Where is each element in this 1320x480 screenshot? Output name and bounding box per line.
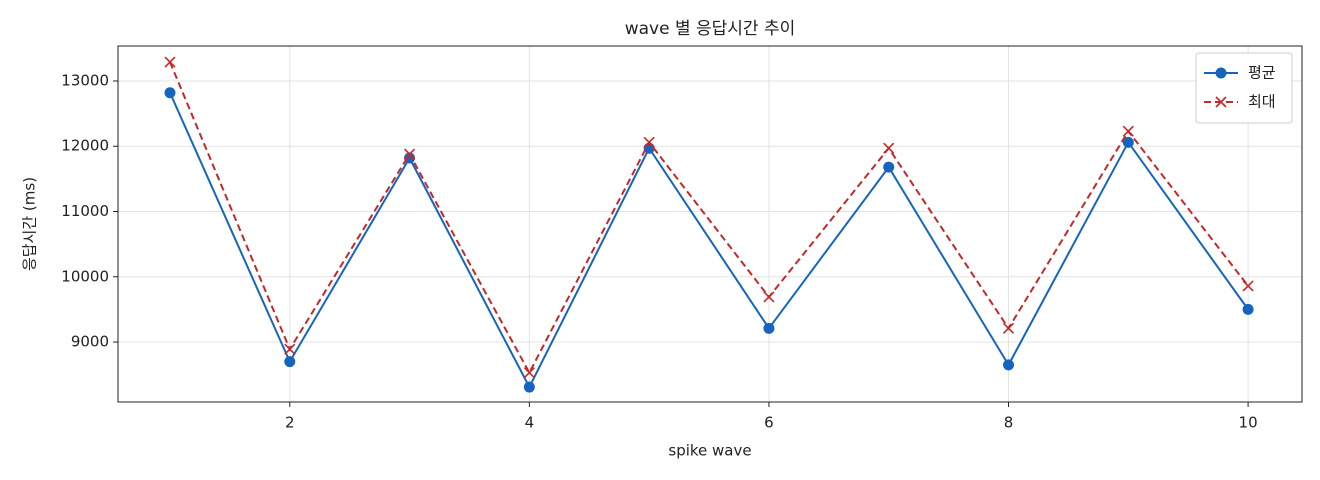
x-tick-label: 4 xyxy=(525,414,535,432)
marker xyxy=(763,322,775,334)
x-tick-label: 2 xyxy=(285,414,295,432)
x-tick-label: 10 xyxy=(1239,414,1258,432)
legend-marker xyxy=(1215,96,1227,108)
y-tick-label: 11000 xyxy=(61,202,109,220)
marker xyxy=(284,343,296,355)
legend-label: 평균 xyxy=(1248,64,1276,82)
marker xyxy=(1002,322,1015,334)
chart-title: wave 별 응답시간 추이 xyxy=(625,19,796,39)
marker xyxy=(523,367,535,379)
y-tick-label: 9000 xyxy=(71,333,109,351)
marker xyxy=(883,161,895,173)
marker xyxy=(1122,136,1134,148)
marker xyxy=(1003,359,1015,371)
x-tick-label: 8 xyxy=(1004,414,1014,432)
x-tick-label: 6 xyxy=(764,414,774,432)
series-line xyxy=(169,92,1249,390)
series-line xyxy=(169,61,1249,375)
marker xyxy=(284,356,296,368)
marker xyxy=(164,87,176,99)
marker xyxy=(404,152,416,164)
y-tick-label: 13000 xyxy=(61,71,109,89)
marker xyxy=(763,291,775,303)
legend-label: 최대 xyxy=(1248,93,1276,111)
plot-frame xyxy=(117,45,1303,403)
marker xyxy=(523,381,535,393)
marker xyxy=(164,56,176,68)
marker xyxy=(1242,280,1254,292)
marker xyxy=(1242,303,1254,315)
legend-marker xyxy=(1215,67,1227,79)
marker xyxy=(883,142,895,154)
marker xyxy=(643,136,655,148)
marker xyxy=(404,148,416,160)
legend-box xyxy=(1195,52,1293,124)
x-axis-label: spike wave xyxy=(668,442,751,460)
y-tick-label: 10000 xyxy=(61,267,109,285)
y-tick-label: 12000 xyxy=(61,137,109,155)
y-axis-label: 응답시간 (ms) xyxy=(21,177,39,271)
marker xyxy=(1122,125,1134,137)
